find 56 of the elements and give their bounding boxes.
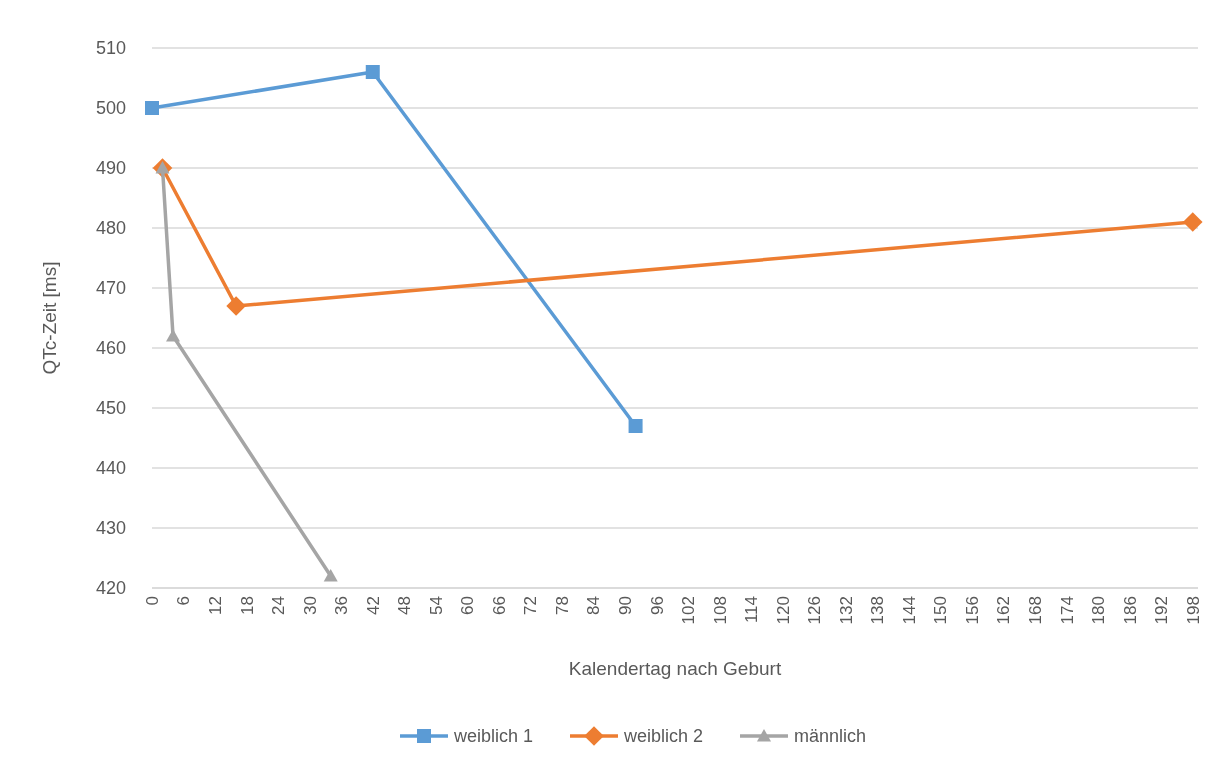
x-tick-label: 12 xyxy=(206,596,226,615)
x-tick-label: 24 xyxy=(269,596,289,615)
legend-label: weiblich 2 xyxy=(623,726,704,747)
x-tick-label: 198 xyxy=(1183,596,1203,625)
x-tick-label: 30 xyxy=(300,596,320,615)
x-tick-label: 186 xyxy=(1120,596,1140,625)
legend-label: weiblich 1 xyxy=(453,726,534,747)
x-tick-label: 168 xyxy=(1026,596,1046,625)
point xyxy=(226,296,246,316)
x-tick-label: 60 xyxy=(458,596,478,615)
x-tick-label: 144 xyxy=(899,596,919,625)
x-tick-label: 96 xyxy=(647,596,667,615)
x-tick-label: 114 xyxy=(742,596,762,624)
point xyxy=(365,65,380,79)
x-tick-label: 150 xyxy=(931,596,951,625)
point xyxy=(1182,212,1203,232)
legend-label: männlich xyxy=(794,726,867,747)
x-tick-label: 48 xyxy=(395,596,415,615)
x-tick-label: 174 xyxy=(1057,596,1077,625)
x-tick-label: 126 xyxy=(805,596,825,625)
x-tick-label: 192 xyxy=(1152,596,1172,625)
x-tick-label: 120 xyxy=(773,596,793,625)
y-tick-label: 450 xyxy=(95,398,126,419)
x-tick-label: 138 xyxy=(868,596,888,625)
y-tick-label: 440 xyxy=(95,458,126,479)
point xyxy=(628,419,643,433)
y-tick-label: 510 xyxy=(95,38,126,59)
x-tick-label: 42 xyxy=(363,596,383,615)
x-tick-label: 84 xyxy=(584,596,604,615)
x-tick-label: 78 xyxy=(552,596,572,615)
y-tick-label: 480 xyxy=(95,218,126,239)
x-tick-label: 156 xyxy=(962,596,982,625)
x-tick-label: 90 xyxy=(616,596,636,615)
x-tick-label: 72 xyxy=(521,596,541,615)
point xyxy=(323,569,338,582)
x-tick-label: 0 xyxy=(142,596,162,606)
point xyxy=(145,101,159,115)
x-tick-label: 102 xyxy=(679,596,699,625)
y-axis-title: QTc-Zeit [ms] xyxy=(39,261,60,375)
x-axis-title: Kalendertag nach Geburt xyxy=(568,658,782,679)
y-tick-label: 430 xyxy=(95,518,126,539)
x-tick-label: 66 xyxy=(489,596,509,615)
y-tick-label: 470 xyxy=(95,278,126,299)
y-tick-label: 460 xyxy=(95,338,126,359)
x-tick-label: 18 xyxy=(237,596,257,615)
x-tick-label: 132 xyxy=(836,596,856,625)
x-tick-label: 162 xyxy=(994,596,1014,625)
y-tick-label: 500 xyxy=(95,98,126,119)
y-tick-label: 420 xyxy=(95,578,126,599)
x-tick-label: 6 xyxy=(174,596,194,606)
x-tick-label: 180 xyxy=(1089,596,1109,625)
y-tick-label: 490 xyxy=(95,158,126,179)
point xyxy=(166,329,181,342)
x-tick-label: 54 xyxy=(426,596,446,615)
x-tick-label: 108 xyxy=(710,596,730,625)
x-tick-label: 36 xyxy=(332,596,352,615)
